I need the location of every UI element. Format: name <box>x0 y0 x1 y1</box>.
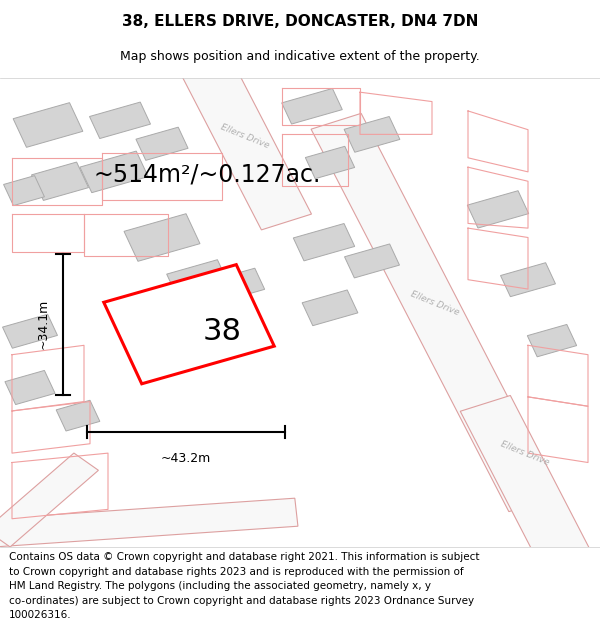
Text: 38: 38 <box>203 317 241 346</box>
Text: ~43.2m: ~43.2m <box>161 452 211 465</box>
Polygon shape <box>124 214 200 261</box>
Polygon shape <box>0 498 298 549</box>
Text: co-ordinates) are subject to Crown copyright and database rights 2023 Ordnance S: co-ordinates) are subject to Crown copyr… <box>9 596 474 606</box>
Text: ~34.1m: ~34.1m <box>37 299 50 349</box>
Polygon shape <box>31 162 89 201</box>
Polygon shape <box>500 262 556 297</box>
Polygon shape <box>0 453 98 547</box>
Polygon shape <box>460 396 596 576</box>
Text: Ellers Drive: Ellers Drive <box>409 289 461 317</box>
Polygon shape <box>215 268 265 301</box>
Polygon shape <box>2 314 58 348</box>
Polygon shape <box>293 224 355 261</box>
Polygon shape <box>4 176 44 206</box>
Text: to Crown copyright and database rights 2023 and is reproduced with the permissio: to Crown copyright and database rights 2… <box>9 567 464 577</box>
Text: 100026316.: 100026316. <box>9 610 71 620</box>
Polygon shape <box>89 102 151 139</box>
Polygon shape <box>302 290 358 326</box>
Text: Ellers Drive: Ellers Drive <box>499 439 551 467</box>
Text: Map shows position and indicative extent of the property.: Map shows position and indicative extent… <box>120 50 480 62</box>
Polygon shape <box>311 113 559 512</box>
Text: Contains OS data © Crown copyright and database right 2021. This information is : Contains OS data © Crown copyright and d… <box>9 552 479 562</box>
Polygon shape <box>13 102 83 148</box>
Text: HM Land Registry. The polygons (including the associated geometry, namely x, y: HM Land Registry. The polygons (includin… <box>9 581 431 591</box>
Polygon shape <box>344 116 400 152</box>
Text: 38, ELLERS DRIVE, DONCASTER, DN4 7DN: 38, ELLERS DRIVE, DONCASTER, DN4 7DN <box>122 14 478 29</box>
Polygon shape <box>136 127 188 161</box>
Text: Ellers Drive: Ellers Drive <box>219 123 271 151</box>
Polygon shape <box>527 324 577 357</box>
Polygon shape <box>344 244 400 278</box>
Polygon shape <box>104 264 274 384</box>
Polygon shape <box>80 151 148 192</box>
Polygon shape <box>282 89 342 124</box>
Polygon shape <box>305 146 355 179</box>
Text: ~514m²/~0.127ac.: ~514m²/~0.127ac. <box>94 162 320 186</box>
Polygon shape <box>5 371 55 404</box>
Polygon shape <box>467 191 529 228</box>
Polygon shape <box>181 58 311 230</box>
Polygon shape <box>167 260 229 299</box>
Polygon shape <box>56 400 100 431</box>
